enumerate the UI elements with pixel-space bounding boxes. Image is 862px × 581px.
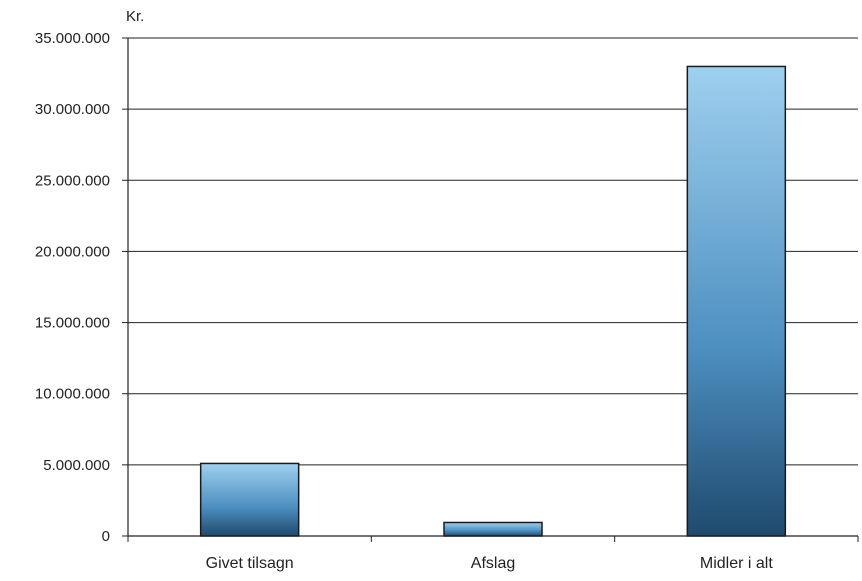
- x-tick-label: Givet tilsagn: [206, 555, 294, 572]
- y-tick-label: 10.000.000: [35, 386, 110, 403]
- gridlines: [128, 37, 858, 466]
- bar: [199, 462, 300, 537]
- y-tick-label: 5.000.000: [43, 457, 110, 474]
- x-axis-ticks: Givet tilsagn Afslag Midler i alt: [127, 536, 859, 572]
- y-tick-label: 20.000.000: [35, 243, 110, 260]
- y-tick-label: 25.000.000: [35, 172, 110, 189]
- y-tick-label: 35.000.000: [35, 30, 110, 47]
- bar: [443, 521, 543, 537]
- y-tick-label: 0: [102, 528, 110, 545]
- bar: [686, 65, 787, 537]
- y-axis-ticks: 0 5.000.000 10.000.000 15.000.000 20.000.000…: [35, 30, 128, 545]
- y-tick-label: 15.000.000: [35, 315, 110, 332]
- y-tick-label: 30.000.000: [35, 101, 110, 118]
- x-tick-label: Midler i alt: [700, 555, 773, 572]
- axes: [127, 38, 858, 537]
- bars: [199, 65, 787, 537]
- y-axis-unit-label: Kr.: [126, 8, 144, 25]
- x-tick-label: Afslag: [471, 555, 515, 572]
